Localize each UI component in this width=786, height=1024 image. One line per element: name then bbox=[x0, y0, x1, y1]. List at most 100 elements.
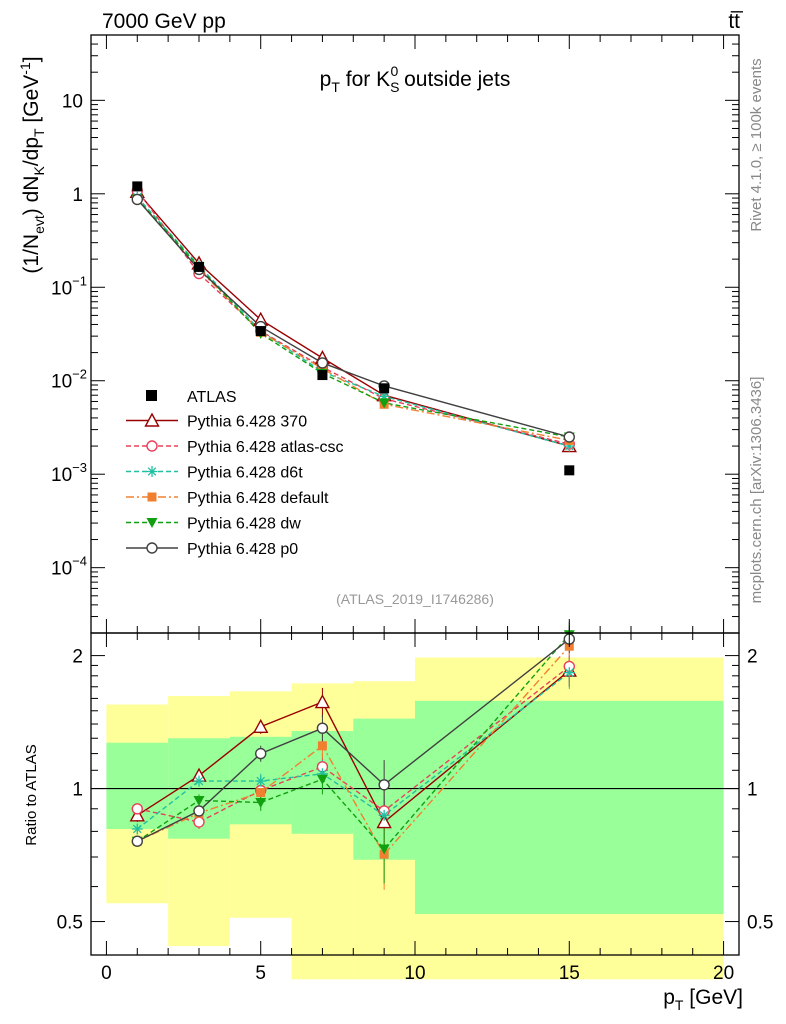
ratio-point-pythia-6-428-p0 bbox=[131, 835, 143, 847]
legend-label: Pythia 6.428 370 bbox=[187, 414, 307, 431]
ratio-tick-label-right: 2 bbox=[747, 647, 758, 668]
legend-marker bbox=[147, 492, 157, 502]
y-tick-exp: −3 bbox=[72, 460, 87, 475]
point-pythia-6-428-p0 bbox=[563, 431, 575, 443]
title-sub-s: S bbox=[390, 79, 399, 95]
point-pythia-6-428-dw bbox=[378, 398, 390, 409]
ratio-tick-label: 2 bbox=[72, 647, 83, 668]
y-tick-label: 1 bbox=[72, 185, 83, 206]
uncertainty-band-inner bbox=[415, 700, 724, 915]
x-axis-label: pT [GeV] bbox=[663, 986, 743, 1013]
star-stroke bbox=[132, 824, 142, 834]
y-tick-exp: −1 bbox=[72, 273, 87, 288]
rivet-label: Rivet 4.1.0, ≥ 100k events bbox=[748, 58, 765, 231]
series-line-pythia-6-428-d6t bbox=[136, 196, 570, 447]
series-line-pythia-6-428-default bbox=[136, 198, 570, 442]
ratio-point-pythia-6-428-p0 bbox=[255, 747, 267, 760]
legend-marker bbox=[146, 542, 158, 554]
series-line-pythia-6-428-dw bbox=[136, 198, 570, 438]
ylabel-d: [GeV bbox=[20, 75, 43, 129]
point-atlas bbox=[132, 181, 143, 192]
ratio-point-pythia-6-428-dw bbox=[378, 844, 390, 855]
ratio-axis-label: Ratio to ATLAS bbox=[23, 744, 40, 845]
x-tick-label: 20 bbox=[713, 963, 734, 984]
point-atlas bbox=[317, 370, 328, 381]
ratio-point-pythia-6-428-d6t bbox=[193, 775, 205, 787]
title-tail: outside jets bbox=[398, 68, 510, 91]
ratio-point-pythia-6-428-default bbox=[317, 741, 327, 751]
y-tick-label: 10−3 bbox=[51, 460, 87, 486]
title-sup-0: 0 bbox=[390, 63, 398, 79]
ratio-point-pythia-6-428-370 bbox=[376, 814, 392, 829]
y-tick-label: 10−2 bbox=[51, 367, 87, 393]
ratio-point-pythia-6-428-d6t bbox=[255, 775, 267, 787]
y-tick-label: 10 bbox=[62, 91, 83, 112]
ylabel-k: K bbox=[31, 166, 47, 176]
ratio-tick-label-right: 0.5 bbox=[747, 913, 773, 934]
series-line-pythia-6-428-atlas-csc bbox=[136, 190, 570, 445]
chart-title: pT for KS0 outside jets bbox=[320, 63, 511, 95]
y-tick-exp: −4 bbox=[72, 554, 87, 569]
legend-label: Pythia 6.428 dw bbox=[187, 516, 301, 533]
ylabel-evt: evt bbox=[31, 215, 47, 234]
ylabel-sup: -1 bbox=[17, 62, 33, 75]
ratio-point-pythia-6-428-atlas-csc bbox=[193, 816, 205, 828]
ratio-point-pythia-6-428-atlas-csc bbox=[131, 803, 143, 815]
y-tick-base: 1 bbox=[72, 185, 83, 206]
ylabel-a: (1/N bbox=[20, 234, 43, 274]
legend-label: Pythia 6.428 d6t bbox=[187, 465, 303, 482]
legend-marker bbox=[146, 466, 158, 477]
ratio-point-pythia-6-428-d6t bbox=[131, 823, 143, 835]
y-tick-base: 10 bbox=[51, 372, 72, 393]
ratio-line-pythia-6-428-dw bbox=[136, 634, 570, 851]
ratio-line-pythia-6-428-default bbox=[136, 645, 570, 856]
ratio-tick-label: 1 bbox=[72, 780, 83, 801]
x-tick-label: 10 bbox=[404, 963, 425, 984]
ratio-point-pythia-6-428-p0 bbox=[316, 722, 329, 734]
y-tick-base: 10 bbox=[51, 559, 72, 580]
ratio-point-pythia-6-428-p0 bbox=[193, 805, 205, 817]
y-axis-label: (1/Nevt) dNK/dpT [GeV-1] bbox=[17, 56, 47, 273]
legend-label: Pythia 6.428 default bbox=[187, 490, 329, 507]
ratio-line-pythia-6-428-atlas-csc bbox=[137, 665, 570, 823]
point-pythia-6-428-p0 bbox=[131, 193, 143, 206]
x-tick-label: 15 bbox=[559, 963, 580, 984]
ratio-point-pythia-6-428-d6t bbox=[378, 809, 390, 821]
ylabel-e: ] bbox=[20, 56, 43, 62]
star-stroke bbox=[256, 776, 266, 786]
star-stroke bbox=[147, 467, 157, 476]
legend-marker bbox=[146, 518, 158, 528]
series-line-pythia-6-428-p0 bbox=[136, 198, 570, 438]
xlabel-t: T bbox=[675, 997, 684, 1013]
ylabel-t: T bbox=[31, 128, 47, 137]
ratio-point-pythia-6-428-dw bbox=[316, 774, 328, 785]
legend-label-atlas: ATLAS bbox=[187, 389, 237, 406]
point-pythia-6-428-p0 bbox=[316, 357, 329, 369]
ylabel-c: /dp bbox=[20, 137, 43, 166]
legend-marker-atlas bbox=[146, 390, 157, 401]
ratio-point-pythia-6-428-dw bbox=[193, 795, 205, 806]
y-tick-label: 10−1 bbox=[51, 273, 87, 299]
xlabel-p: p bbox=[663, 986, 675, 1009]
point-atlas bbox=[379, 383, 390, 394]
ratio-line-pythia-6-428-370 bbox=[136, 670, 570, 824]
y-tick-label: 10−4 bbox=[51, 554, 87, 580]
y-tick-base: 10 bbox=[51, 278, 72, 299]
ratio-point-pythia-6-428-d6t bbox=[563, 667, 575, 679]
title-sub-t: T bbox=[331, 79, 340, 95]
legend-label: Pythia 6.428 atlas-csc bbox=[187, 439, 344, 456]
ratio-point-pythia-6-428-p0 bbox=[378, 779, 390, 791]
ratio-point-pythia-6-428-dw bbox=[255, 797, 267, 808]
legend-marker bbox=[146, 440, 158, 452]
ratio-point-pythia-6-428-370 bbox=[314, 694, 331, 709]
ratio-point-pythia-6-428-default bbox=[256, 787, 266, 797]
title-mid: for K bbox=[340, 68, 390, 91]
legend-marker bbox=[144, 412, 160, 427]
ratio-tick-label: 0.5 bbox=[57, 913, 83, 934]
ratio-line-pythia-6-428-d6t bbox=[136, 672, 570, 830]
point-atlas bbox=[194, 261, 204, 272]
energy-label: 7000 GeV pp bbox=[102, 10, 226, 33]
process-label: tt̅ bbox=[728, 10, 744, 33]
x-tick-label: 0 bbox=[101, 963, 112, 984]
